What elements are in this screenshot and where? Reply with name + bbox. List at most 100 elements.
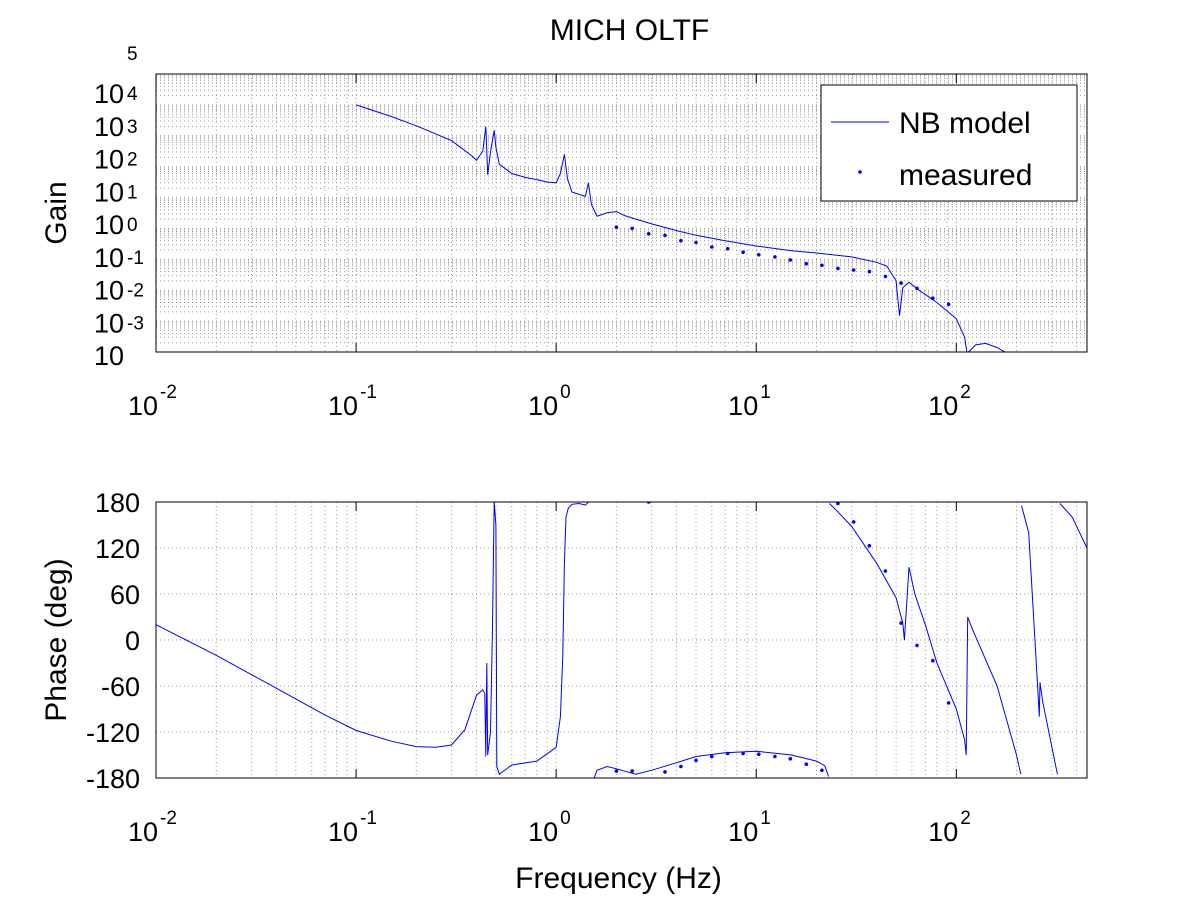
y-tick-label: -60 xyxy=(101,672,140,702)
axes-box xyxy=(155,501,1088,779)
x-tick-label: 10 xyxy=(328,391,358,421)
y-tick-label: 0 xyxy=(125,626,140,656)
y-tick-exponent: 0 xyxy=(127,215,138,236)
measured-point xyxy=(725,247,730,251)
y-tick-exponent: 1 xyxy=(127,182,138,203)
x-tick-label: 10 xyxy=(128,817,158,847)
x-tick-label: 10 xyxy=(528,817,558,847)
y-tick-exponent: 4 xyxy=(127,84,138,105)
x-tick-label: 10 xyxy=(128,391,158,421)
measured-point xyxy=(931,658,935,663)
legend-box xyxy=(820,84,1078,202)
model-line xyxy=(355,104,968,352)
phase-plot: 10 -2 10 -1 10 0 10 1 10 2180120600-60-120-180Fre… xyxy=(40,488,1088,895)
legend-label: NB model xyxy=(899,107,1031,140)
measured-point xyxy=(851,268,856,272)
measured-point xyxy=(883,569,888,573)
measured-point xyxy=(694,240,698,245)
measured-point xyxy=(836,502,840,506)
y-tick-label: 60 xyxy=(110,580,140,610)
measured-point xyxy=(836,266,840,271)
measured-point xyxy=(820,768,824,773)
x-tick-label: 10 xyxy=(928,391,958,421)
y-tick-label: 10 xyxy=(94,276,124,306)
measured-point xyxy=(867,269,872,274)
measured-point xyxy=(679,764,683,769)
measured-point xyxy=(946,701,951,705)
plot-area xyxy=(156,502,1087,778)
model-line xyxy=(968,342,1006,352)
y-tick-label: 10 xyxy=(94,308,124,338)
y-tick-exponent: 3 xyxy=(127,117,138,138)
x-tick-label: 10 xyxy=(928,817,958,847)
legend: NB model measured xyxy=(820,84,1078,202)
gain-plot: 10 -2 10 -1 10 0 10 1 10 210 410 310 210 110 010 -110 -2… xyxy=(40,14,1088,421)
measured-point xyxy=(741,250,745,254)
y-tick-label: -180 xyxy=(86,764,140,794)
x-tick-exponent: 2 xyxy=(960,382,971,403)
measured-point xyxy=(915,286,919,291)
x-axis-label: Frequency (Hz) xyxy=(515,862,722,895)
measured-point xyxy=(899,621,903,625)
chart-title: MICH OLTF xyxy=(550,14,709,47)
measured-point xyxy=(851,520,856,524)
measured-point xyxy=(630,769,634,773)
measured-point xyxy=(710,245,714,249)
measured-point xyxy=(741,751,745,756)
legend-marker-swatch xyxy=(858,170,862,174)
y-tick-label: 120 xyxy=(95,534,140,564)
y-tick-label: 10 xyxy=(94,79,124,109)
measured-point xyxy=(725,751,730,756)
x-tick-exponent: -2 xyxy=(160,382,177,403)
x-tick-exponent: -1 xyxy=(360,808,377,829)
model-line xyxy=(593,750,830,778)
measured-point xyxy=(788,757,793,761)
x-tick-exponent: -2 xyxy=(160,808,177,829)
axes-box xyxy=(155,73,1088,353)
y-tick-label: 10 xyxy=(94,177,124,207)
measured-point xyxy=(663,770,667,774)
legend-label: measured xyxy=(899,159,1032,192)
y-tick-exponent: 2 xyxy=(127,150,138,171)
y-axis-label: Gain xyxy=(40,181,73,244)
measured-point xyxy=(710,754,714,759)
y-tick-label: 10 xyxy=(94,145,124,175)
x-tick-exponent: 0 xyxy=(560,382,571,403)
measured-point xyxy=(663,233,667,238)
data-layer xyxy=(156,502,1087,778)
y-tick-exponent: -3 xyxy=(127,313,144,334)
x-tick-exponent: 1 xyxy=(760,808,771,829)
measured-point xyxy=(804,762,809,766)
measured-point xyxy=(946,302,951,307)
measured-point xyxy=(883,274,888,279)
y-tick-exponent: -2 xyxy=(127,281,144,302)
x-tick-exponent: 1 xyxy=(760,382,771,403)
y-tick-label: 10 xyxy=(94,112,124,142)
measured-point xyxy=(788,258,793,262)
data-layer xyxy=(355,104,1006,352)
measured-point xyxy=(614,769,619,773)
model-line xyxy=(1021,505,1058,775)
x-tick-exponent: 0 xyxy=(560,808,571,829)
measured-point xyxy=(899,281,903,285)
measured-point xyxy=(820,263,824,268)
measured-point xyxy=(931,296,935,301)
x-tick-label: 10 xyxy=(528,391,558,421)
x-tick-label: 10 xyxy=(728,391,758,421)
x-tick-exponent: -1 xyxy=(360,382,377,403)
model-line xyxy=(829,503,1022,775)
measured-point xyxy=(757,752,761,756)
y-tick-label: -120 xyxy=(86,718,140,748)
measured-point xyxy=(804,261,809,266)
measured-point xyxy=(773,754,777,759)
model-line xyxy=(156,502,589,776)
y-tick-label: 180 xyxy=(95,488,140,518)
x-tick-label: 10 xyxy=(728,817,758,847)
x-tick-exponent: 2 xyxy=(960,808,971,829)
y-top-exponent: 5 xyxy=(127,44,138,65)
measured-point xyxy=(867,543,872,548)
y-tick-label: 10 xyxy=(94,210,124,240)
measured-point xyxy=(679,238,683,243)
measured-point xyxy=(614,225,619,229)
